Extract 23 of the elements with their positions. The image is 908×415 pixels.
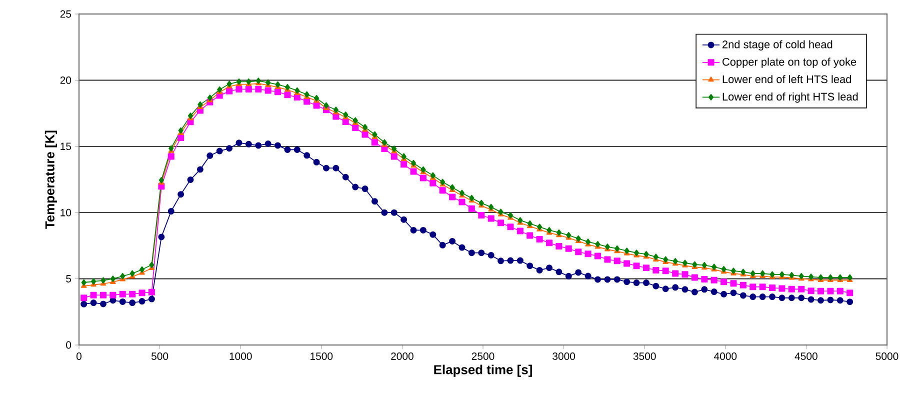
x-tick-label: 2500 <box>472 352 494 360</box>
y-axis-title: Temperature [K] <box>44 130 58 229</box>
legend-label: Lower end of right HTS lead <box>722 92 858 103</box>
x-tick-label: 3500 <box>633 352 656 360</box>
x-tick-label: 1000 <box>230 352 252 360</box>
x-tick-label: 3000 <box>552 352 576 360</box>
y-tick-label: 0 <box>66 341 72 349</box>
y-tick-label: 10 <box>60 208 72 216</box>
x-tick-label: 4000 <box>714 352 737 360</box>
x-tick-label: 0 <box>76 352 82 360</box>
legend-label: 2nd stage of cold head <box>722 40 832 50</box>
x-axis-title: Elapsed time [s] <box>434 364 532 377</box>
y-tick-label: 15 <box>60 142 72 150</box>
x-tick-label: 2000 <box>391 352 414 360</box>
x-tick-label: 4500 <box>794 352 818 360</box>
legend-label: Copper plate on top of yoke <box>722 58 856 68</box>
x-tick-label: 5000 <box>876 352 898 360</box>
x-tick-label: 500 <box>151 352 168 360</box>
y-tick-label: 5 <box>66 275 72 282</box>
legend-label: Lower end of left HTS lead <box>722 75 851 84</box>
y-tick-label: 25 <box>60 10 72 18</box>
y-tick-label: 20 <box>60 76 72 84</box>
x-tick-label: 1500 <box>310 352 333 360</box>
